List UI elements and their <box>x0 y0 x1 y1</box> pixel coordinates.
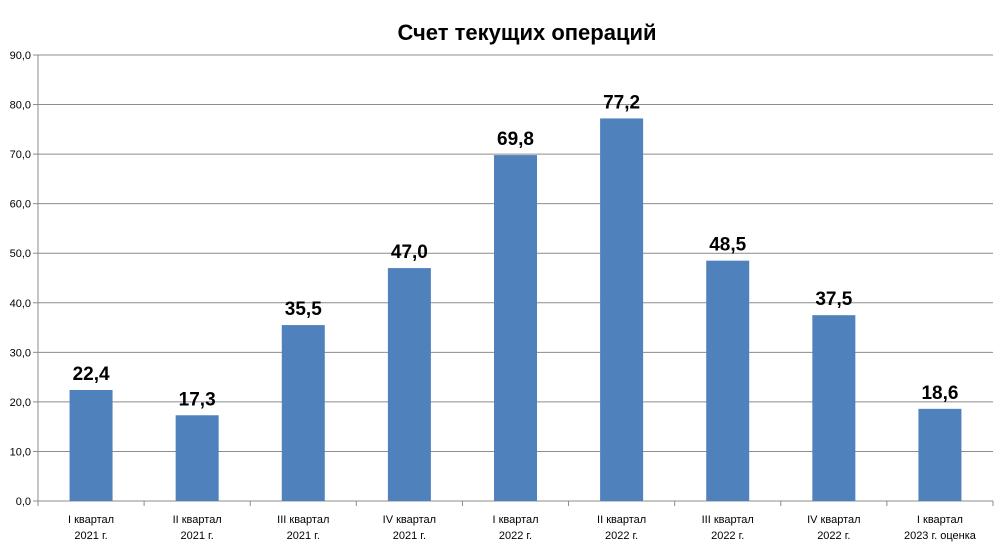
data-label: 17,3 <box>179 389 216 410</box>
x-tick-label: I квартал 2021 г. <box>68 514 114 542</box>
y-tick-label: 30,0 <box>10 347 31 359</box>
data-labels: 22,4 17,3 35,5 47,0 69,8 77,2 48,5 37,5 18,6 <box>73 92 959 410</box>
bar <box>812 315 856 501</box>
data-label: 47,0 <box>391 242 428 263</box>
y-tick-label: 20,0 <box>10 397 31 409</box>
x-tick-label: II квартал 2022 г. <box>597 514 646 542</box>
data-label: 22,4 <box>73 364 110 385</box>
bar <box>918 408 962 501</box>
y-tick-label: 70,0 <box>10 149 31 161</box>
y-tick-label: 0,0 <box>16 496 31 508</box>
y-tick-label: 50,0 <box>10 248 31 260</box>
x-tick-label: I квартал 2023 г. оценка <box>904 514 977 542</box>
x-tick-label: I квартал 2022 г. <box>492 514 538 542</box>
x-tick-label: II квартал 2021 г. <box>173 514 222 542</box>
bar <box>706 260 750 501</box>
x-axis-tick-labels: I квартал 2021 г. II квартал 2021 г. III ква… <box>68 514 977 542</box>
data-label: 37,5 <box>815 289 852 310</box>
data-label: 18,6 <box>921 383 958 404</box>
bars <box>69 118 962 501</box>
y-tick-label: 80,0 <box>10 100 31 112</box>
y-tick-label: 90,0 <box>10 50 31 62</box>
y-tick-label: 40,0 <box>10 298 31 310</box>
bar <box>175 415 219 501</box>
bar <box>69 389 113 501</box>
y-tick-label: 60,0 <box>10 199 31 211</box>
bar <box>600 118 644 501</box>
chart-title: Счет текущих операций <box>397 20 656 45</box>
bar <box>387 268 431 501</box>
bar <box>281 325 325 501</box>
y-tick-label: 10,0 <box>10 446 31 458</box>
x-tick-label: IV квартал 2022 г. <box>807 514 860 542</box>
data-label: 69,8 <box>497 129 534 150</box>
x-tick-label: IV квартал 2021 г. <box>383 514 436 542</box>
bar <box>494 155 537 501</box>
x-tick-label: III квартал 2022 г. <box>702 514 754 542</box>
data-label: 77,2 <box>603 92 640 113</box>
data-label: 35,5 <box>285 299 322 320</box>
y-axis-tick-labels: 0,0 10,0 20,0 30,0 40,0 50,0 60,0 70,0 80,0 90,0 <box>10 50 31 508</box>
data-label: 48,5 <box>709 235 746 256</box>
x-tick-label: III квартал 2021 г. <box>277 514 329 542</box>
